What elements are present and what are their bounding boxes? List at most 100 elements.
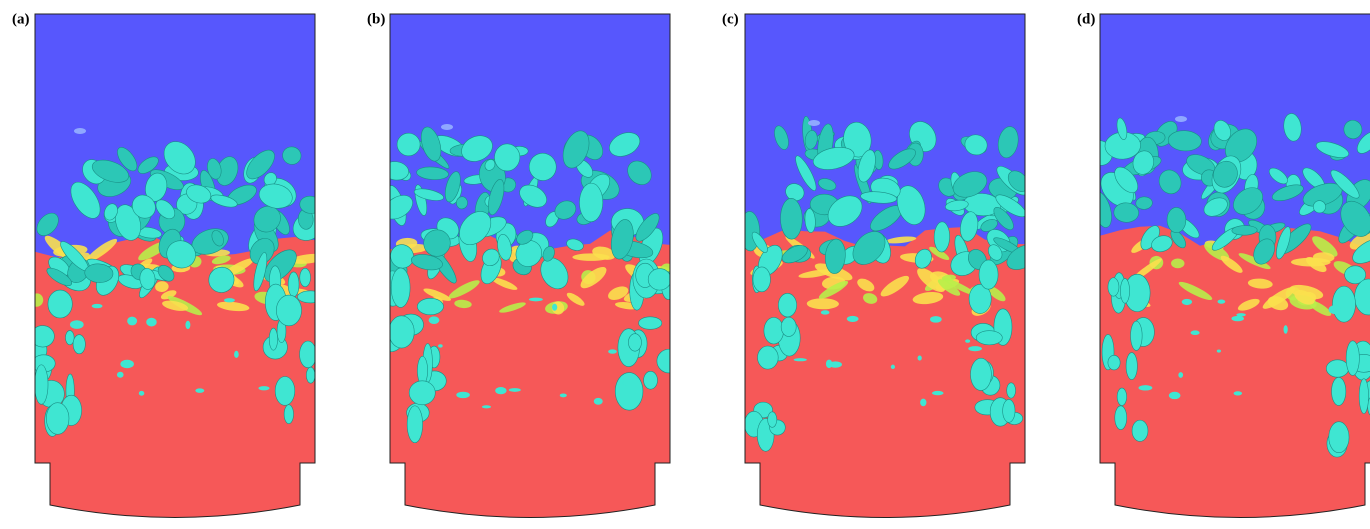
droplet — [127, 317, 137, 326]
bubble — [1175, 116, 1187, 122]
droplet — [920, 399, 926, 407]
plume — [657, 349, 682, 373]
panel — [25, 14, 332, 529]
plume — [288, 272, 299, 297]
plume — [976, 331, 1002, 345]
plume — [300, 268, 311, 286]
plume — [1329, 422, 1349, 453]
droplet — [1234, 391, 1243, 395]
droplet — [117, 372, 124, 378]
bubble — [74, 128, 86, 134]
droplet — [560, 393, 567, 397]
plume — [1115, 406, 1127, 430]
plume — [768, 412, 777, 427]
panel — [1083, 14, 1370, 529]
droplet — [918, 355, 922, 360]
droplet — [509, 388, 521, 392]
droplet — [456, 392, 470, 398]
panel-label: (b) — [367, 11, 385, 27]
droplet — [195, 388, 204, 393]
droplet — [623, 381, 628, 386]
vessel-content — [1083, 14, 1370, 529]
droplet — [932, 391, 943, 395]
plume — [46, 403, 69, 435]
plume — [409, 381, 435, 405]
plume — [1108, 278, 1119, 296]
plume — [648, 269, 671, 291]
droplet — [1236, 313, 1246, 316]
droplet — [968, 346, 982, 351]
plume — [979, 260, 998, 289]
plume — [65, 331, 74, 345]
plume — [407, 406, 422, 443]
bubble — [808, 120, 820, 126]
droplet — [1169, 392, 1181, 399]
plume — [639, 317, 662, 329]
plume — [284, 405, 293, 424]
plume — [297, 291, 323, 303]
foam — [1167, 207, 1186, 233]
vessel-content — [25, 14, 332, 529]
droplet — [552, 304, 557, 311]
droplet — [821, 310, 830, 314]
droplet — [495, 387, 506, 394]
plume — [48, 290, 72, 318]
plume — [391, 268, 410, 307]
plume — [970, 358, 991, 390]
bubble — [441, 124, 453, 130]
droplet — [139, 391, 145, 396]
plume — [1003, 399, 1015, 422]
plume — [1120, 278, 1129, 303]
droplet — [146, 318, 156, 327]
droplet — [120, 360, 134, 368]
plume — [417, 298, 443, 314]
plume — [269, 328, 277, 350]
droplet — [594, 398, 603, 405]
plume — [300, 341, 317, 368]
plume — [628, 334, 641, 351]
droplet — [482, 405, 491, 408]
plume — [781, 317, 796, 336]
plume — [615, 373, 643, 411]
droplet — [438, 344, 443, 347]
panel — [735, 14, 1043, 529]
plume — [1126, 353, 1137, 380]
plume — [1132, 420, 1148, 441]
panel-label: (c) — [722, 11, 739, 27]
panel-label: (a) — [12, 11, 30, 27]
droplet — [826, 360, 832, 369]
foam — [579, 183, 603, 222]
droplet — [224, 298, 235, 302]
droplet — [794, 358, 807, 361]
figure: (a) (b) (c) (d) — [0, 0, 1370, 529]
plume — [764, 317, 784, 344]
droplet — [1182, 299, 1192, 305]
plume — [1332, 286, 1355, 322]
plume — [1007, 383, 1016, 398]
plume — [31, 326, 54, 347]
droplet — [92, 304, 103, 308]
droplet — [1191, 330, 1200, 335]
foam — [780, 198, 802, 239]
droplet — [608, 349, 617, 353]
droplet — [1231, 316, 1244, 321]
droplet — [1218, 300, 1226, 304]
plume — [306, 367, 315, 383]
plume — [35, 365, 48, 405]
plume — [1131, 321, 1143, 350]
droplet — [185, 321, 190, 329]
plume — [389, 316, 414, 348]
panel-label: (d) — [1077, 11, 1095, 27]
vessel-content — [735, 14, 1043, 529]
droplet — [1178, 372, 1183, 378]
plume — [644, 371, 658, 389]
vessel-content — [378, 14, 681, 529]
plume — [276, 295, 301, 326]
plume — [1332, 377, 1346, 405]
droplet — [429, 316, 440, 324]
plume — [73, 335, 85, 354]
plume — [1326, 360, 1348, 377]
droplet — [847, 316, 859, 322]
droplet — [1138, 385, 1152, 390]
droplet — [1217, 349, 1221, 352]
